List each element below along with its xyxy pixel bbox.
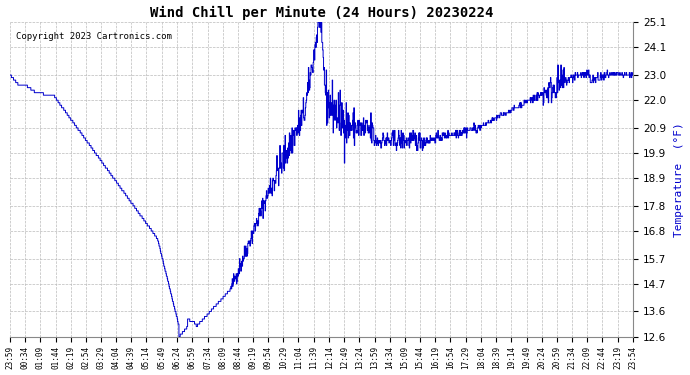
Title: Wind Chill per Minute (24 Hours) 20230224: Wind Chill per Minute (24 Hours) 2023022… — [150, 6, 493, 20]
Y-axis label: Temperature  (°F): Temperature (°F) — [674, 122, 684, 237]
Text: Copyright 2023 Cartronics.com: Copyright 2023 Cartronics.com — [17, 32, 172, 41]
